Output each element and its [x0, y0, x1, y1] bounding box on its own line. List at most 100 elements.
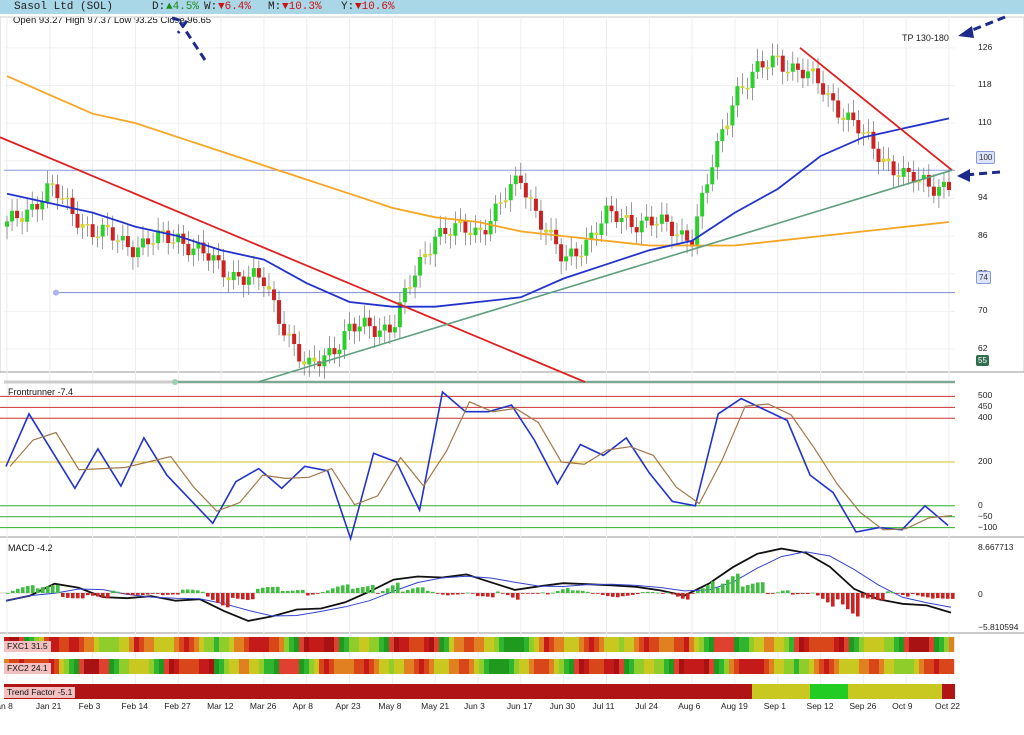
fxc2-heat-cell [854, 659, 860, 674]
fxc2-heat-cell [894, 659, 900, 674]
macd-histogram-bar [826, 593, 830, 603]
fxc2-heat-cell [564, 659, 570, 674]
fxc1-heat-cell [374, 637, 380, 652]
fxc2-heat-cell [54, 659, 60, 674]
macd-histogram-bar [911, 593, 915, 594]
fxc2-heat-cell [319, 659, 325, 674]
fxc1-heat-cell [479, 637, 485, 652]
fxc1-heat-cell [724, 637, 730, 652]
fxc2-heat-cell [814, 659, 820, 674]
fxc1-heat-cell [739, 637, 745, 652]
fxc2-heat-cell [264, 659, 270, 674]
candlestick [760, 61, 765, 68]
price-tick-label: 94 [978, 192, 988, 203]
macd-histogram-bar [131, 593, 135, 596]
frontrunner-tick-label: 200 [978, 456, 993, 466]
fxc1-heat-cell [834, 637, 840, 652]
fxc2-heat-cell [434, 659, 440, 674]
macd-histogram-bar [946, 593, 950, 599]
candlestick [135, 247, 140, 258]
candlestick [906, 167, 911, 172]
fxc1-heat-cell [524, 637, 530, 652]
fxc2-heat-cell [94, 659, 100, 674]
candlestick [574, 248, 579, 257]
fxc2-heat-cell [184, 659, 190, 674]
x-axis-date-label: May 8 [378, 701, 402, 711]
fxc2-label: FXC2 24.1 [4, 663, 51, 674]
macd-histogram-bar [236, 593, 240, 599]
macd-histogram-bar [906, 593, 910, 597]
candlestick [448, 234, 453, 236]
fxc2-heat-cell [379, 659, 385, 674]
fxc2-heat-cell [419, 659, 425, 674]
x-axis-date-label: Sep 12 [806, 701, 834, 711]
frontrunner-tick-label: −50 [978, 510, 993, 521]
candlestick [790, 63, 795, 72]
fxc2-heat-cell [599, 659, 605, 674]
fxc1-heat-cell [214, 637, 220, 652]
candlestick [705, 184, 710, 193]
fxc1-heat-cell [459, 637, 465, 652]
fxc2-heat-cell [334, 659, 340, 674]
fxc2-heat-cell [289, 659, 295, 674]
price-tick-label: 86 [978, 230, 988, 241]
fxc2-heat-cell [864, 659, 870, 674]
macd-histogram-bar [511, 593, 515, 598]
candlestick [327, 348, 332, 356]
fxc1-heat-cell [319, 637, 325, 652]
x-axis-date-label: Jun 3 [464, 701, 485, 711]
candlestick [780, 55, 785, 72]
macd-histogram-bar [171, 593, 175, 595]
fxc1-heat-cell [99, 637, 105, 652]
candlestick [302, 361, 307, 365]
candlestick [156, 230, 161, 244]
candlestick [544, 229, 549, 233]
fxc2-heat-cell [259, 659, 265, 674]
candlestick [881, 158, 886, 162]
fxc2-heat-cell [249, 659, 255, 674]
macd-histogram-bar [556, 590, 560, 593]
candlestick [418, 257, 423, 276]
fxc2-heat-cell [549, 659, 555, 674]
fxc2-heat-cell [479, 659, 485, 674]
candlestick [20, 218, 25, 222]
candlestick [594, 232, 599, 235]
macd-histogram-bar [191, 589, 195, 593]
candlestick [55, 184, 60, 199]
macd-histogram-bar [451, 593, 455, 595]
fxc2-heat-cell [879, 659, 885, 674]
fxc2-heat-cell [444, 659, 450, 674]
macd-histogram-bar [701, 588, 705, 593]
candlestick [413, 275, 418, 288]
fxc2-heat-cell [829, 659, 835, 674]
macd-histogram-bar [776, 592, 780, 594]
fxc1-heat-cell [234, 637, 240, 652]
candlestick [362, 317, 367, 327]
fxc2-heat-cell [309, 659, 315, 674]
fxc1-heat-cell [639, 637, 645, 652]
candlestick [25, 209, 30, 222]
fxc1-heat-cell [299, 637, 305, 652]
macd-histogram-bar [851, 593, 855, 614]
fxc2-heat-cell [149, 659, 155, 674]
candlestick [297, 344, 302, 362]
fxc1-heat-cell [774, 637, 780, 652]
macd-histogram-bar [731, 576, 735, 593]
fxc2-heat-cell [559, 659, 565, 674]
macd-histogram-bar [301, 589, 305, 593]
candlestick [488, 221, 493, 235]
candlestick [538, 210, 543, 230]
fxc1-heat-cell [194, 637, 200, 652]
fxc1-heat-cell [74, 637, 80, 652]
fxc1-label: FXC1 31.5 [4, 641, 51, 652]
fxc2-heat-cell [269, 659, 275, 674]
macd-histogram-bar [216, 593, 220, 603]
candlestick [10, 210, 15, 222]
fxc1-heat-cell [259, 637, 265, 652]
fxc2-heat-cell [724, 659, 730, 674]
macd-histogram-bar [176, 593, 180, 595]
candlestick [443, 227, 448, 235]
fxc2-heat-cell [609, 659, 615, 674]
macd-histogram-bar [676, 593, 680, 597]
